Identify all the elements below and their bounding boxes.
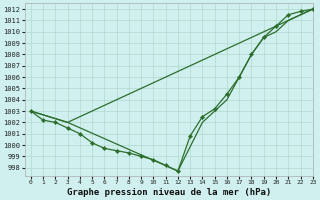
X-axis label: Graphe pression niveau de la mer (hPa): Graphe pression niveau de la mer (hPa) [67, 188, 271, 197]
